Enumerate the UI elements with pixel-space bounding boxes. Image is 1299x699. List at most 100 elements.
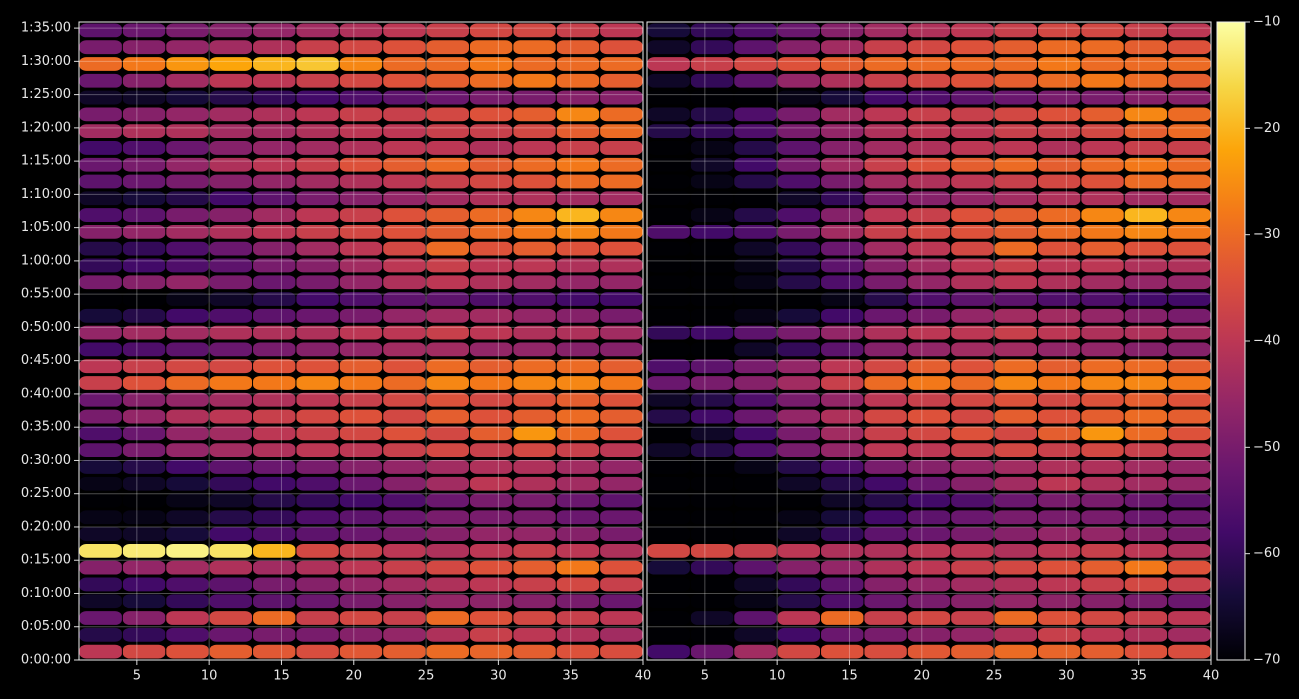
heatmap-cell <box>426 644 469 659</box>
heatmap-cell <box>690 124 734 139</box>
heatmap-cell <box>690 443 734 458</box>
x-tick-label: 5 <box>133 669 141 684</box>
heatmap-cell <box>383 426 426 441</box>
colorbar-tick-label: −70 <box>1253 653 1280 668</box>
heatmap-cell <box>994 510 1037 525</box>
heatmap-cell <box>383 577 426 592</box>
heatmap-cell <box>513 141 556 155</box>
heatmap-cell <box>296 23 339 38</box>
heatmap-cell <box>1037 141 1081 155</box>
heatmap-cell <box>994 141 1037 155</box>
heatmap-cell <box>513 157 556 172</box>
heatmap-cell <box>79 560 122 575</box>
heatmap-cell <box>469 124 513 139</box>
heatmap-cell <box>734 141 777 155</box>
heatmap-cell <box>777 594 821 609</box>
heatmap-cell <box>253 141 296 155</box>
heatmap-cell <box>469 73 513 88</box>
heatmap-cell <box>166 57 209 71</box>
heatmap-cell <box>122 376 166 390</box>
heatmap-cell <box>556 308 600 323</box>
heatmap-cell <box>647 627 690 642</box>
heatmap-cell <box>777 124 821 139</box>
heatmap-cell <box>821 342 864 357</box>
heatmap-cell <box>690 611 734 625</box>
heatmap-cell <box>513 644 556 659</box>
heatmap-cell <box>209 208 253 222</box>
heatmap-cell <box>426 141 469 155</box>
heatmap-cell <box>79 426 122 441</box>
heatmap-cell <box>1037 40 1081 55</box>
heatmap-cell <box>1124 359 1168 374</box>
y-tick-label: 0:00:00 <box>21 653 71 668</box>
heatmap-cell <box>734 23 777 38</box>
heatmap-cell <box>513 493 556 508</box>
heatmap-cell <box>994 275 1037 290</box>
heatmap-cell <box>253 392 296 407</box>
y-tick-label: 0:50:00 <box>21 320 71 335</box>
heatmap-cell <box>513 409 556 424</box>
heatmap-cell <box>1124 543 1168 558</box>
heatmap-cell <box>821 107 864 122</box>
colorbar-tick-label: −50 <box>1253 440 1280 455</box>
heatmap-cell <box>1168 308 1211 323</box>
y-tick-label: 1:35:00 <box>21 21 71 36</box>
heatmap-cell <box>426 57 469 71</box>
heatmap-cell <box>383 174 426 189</box>
heatmap-cell <box>209 174 253 189</box>
heatmap-cell <box>1081 577 1124 592</box>
heatmap-cell <box>600 476 643 491</box>
heatmap-cell <box>1168 325 1211 340</box>
heatmap-cell <box>864 560 907 575</box>
heatmap-cell <box>296 275 339 290</box>
heatmap-cell <box>469 493 513 508</box>
heatmap-cell <box>1081 611 1124 625</box>
heatmap-cell <box>600 359 643 374</box>
heatmap-cell <box>734 510 777 525</box>
heatmap-cell <box>556 23 600 38</box>
heatmap-cell <box>79 359 122 374</box>
heatmap-cell <box>513 275 556 290</box>
heatmap-cell <box>821 426 864 441</box>
heatmap-cell <box>556 107 600 122</box>
heatmap-cell <box>296 107 339 122</box>
heatmap-cell <box>339 308 383 323</box>
heatmap-cell <box>556 359 600 374</box>
heatmap-cell <box>994 392 1037 407</box>
heatmap-cell <box>907 275 951 290</box>
heatmap-cell <box>469 577 513 592</box>
heatmap-cell <box>734 174 777 189</box>
heatmap-cell <box>600 57 643 71</box>
heatmap-cell <box>600 73 643 88</box>
heatmap-cell <box>253 57 296 71</box>
heatmap-cell <box>426 258 469 273</box>
x-tick-label: 15 <box>841 669 858 684</box>
heatmap-cell <box>1037 594 1081 609</box>
heatmap-cell <box>469 258 513 273</box>
heatmap-cell <box>469 594 513 609</box>
heatmap-cell <box>79 258 122 273</box>
heatmap-cell <box>209 292 253 306</box>
heatmap-cell <box>951 90 994 105</box>
heatmap-cell <box>1037 560 1081 575</box>
heatmap-cell <box>339 543 383 558</box>
heatmap-cell <box>166 107 209 122</box>
heatmap-cell <box>1124 342 1168 357</box>
heatmap-cell <box>79 409 122 424</box>
y-tick-label: 0:30:00 <box>21 453 71 468</box>
heatmap-cell <box>296 292 339 306</box>
heatmap-cell <box>296 258 339 273</box>
heatmap-cell <box>690 292 734 306</box>
heatmap-cell <box>647 40 690 55</box>
heatmap-cell <box>864 141 907 155</box>
heatmap-cell <box>1037 644 1081 659</box>
y-tick-label: 0:10:00 <box>21 586 71 601</box>
heatmap-cell <box>864 443 907 458</box>
heatmap-cell <box>296 392 339 407</box>
heatmap-cell <box>994 460 1037 474</box>
heatmap-cell <box>339 376 383 390</box>
heatmap-cell <box>166 527 209 541</box>
heatmap-cell <box>690 392 734 407</box>
x-tick-label: 10 <box>201 669 218 684</box>
heatmap-cell <box>821 627 864 642</box>
